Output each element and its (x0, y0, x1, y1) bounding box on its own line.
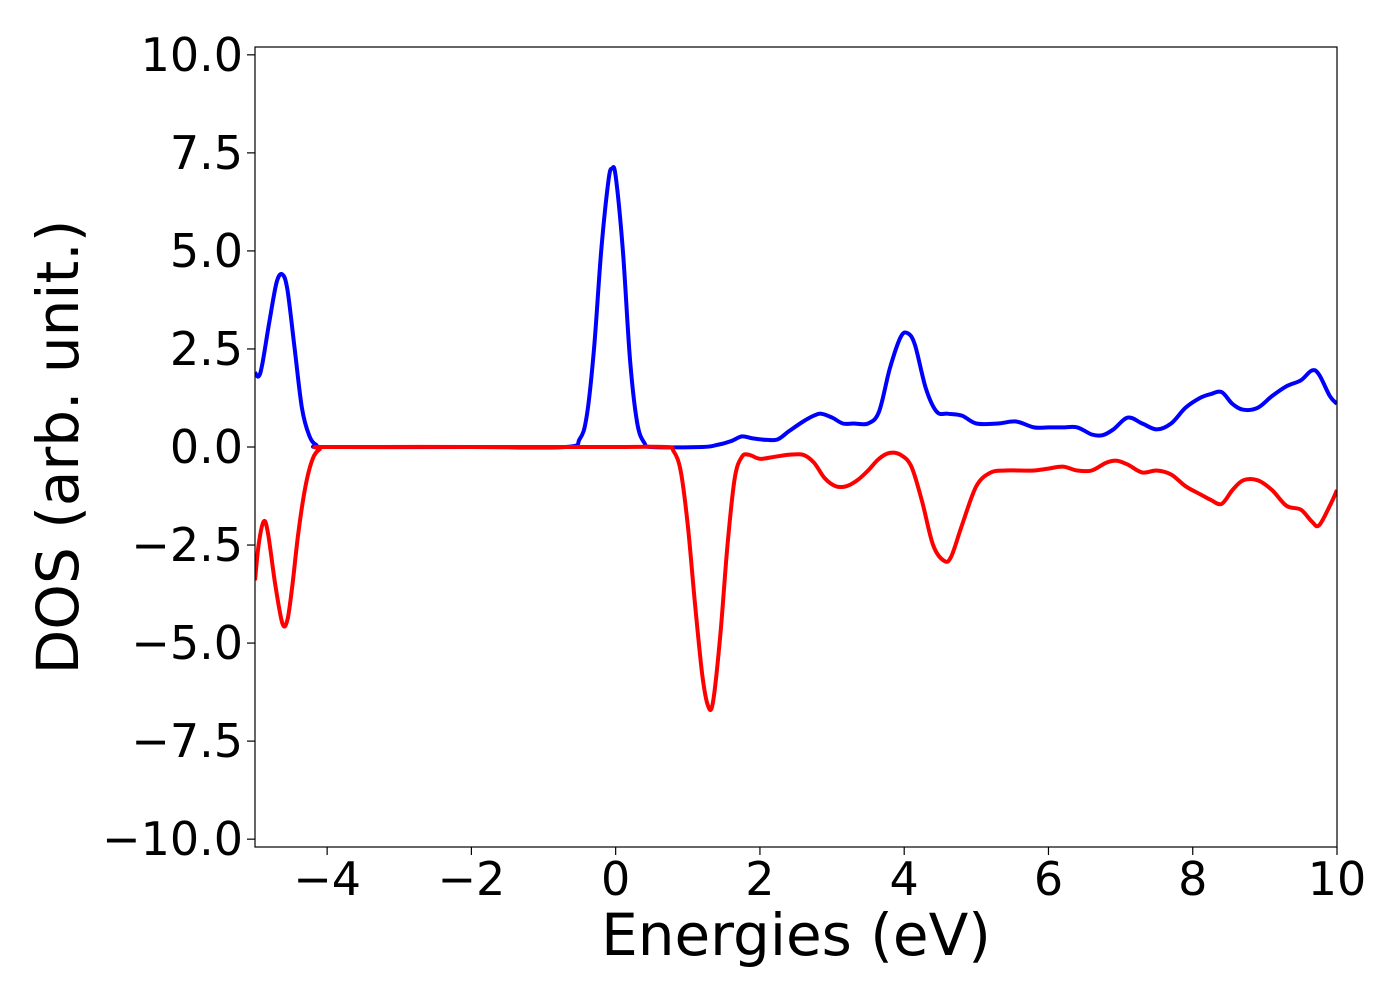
x-axis-label: Energies (eV) (601, 901, 991, 969)
x-tick-label: 6 (1034, 852, 1063, 906)
x-tick-label: 0 (601, 852, 630, 906)
x-tick-label: 2 (745, 852, 774, 906)
x-tick-label: −4 (293, 852, 361, 906)
series-line-blue (255, 165, 1337, 450)
y-tick-label: −7.5 (131, 714, 243, 768)
y-tick-label: 0.0 (170, 420, 243, 474)
x-tick-label: −2 (437, 852, 505, 906)
y-tick-label: −2.5 (131, 518, 243, 572)
y-tick-label: 7.5 (170, 126, 243, 180)
y-axis-label: DOS (arb. unit.) (24, 220, 92, 675)
x-axis-ticks: −4 −2 0 2 4 6 8 10 (293, 847, 1366, 906)
y-tick-label: 10.0 (141, 28, 243, 82)
y-tick-label: −10.0 (102, 812, 243, 866)
x-tick-label: 4 (890, 852, 919, 906)
x-tick-label: 8 (1178, 852, 1207, 906)
y-tick-label: 5.0 (170, 224, 243, 278)
y-tick-label: −5.0 (131, 616, 243, 670)
x-tick-label: 10 (1308, 852, 1367, 906)
series-layer (255, 165, 1337, 712)
y-axis-ticks: 10.0 7.5 5.0 2.5 0.0 −2.5 −5.0 −7.5 −10.0 (102, 28, 255, 866)
series-line-red (255, 444, 1337, 712)
y-tick-label: 2.5 (170, 322, 243, 376)
